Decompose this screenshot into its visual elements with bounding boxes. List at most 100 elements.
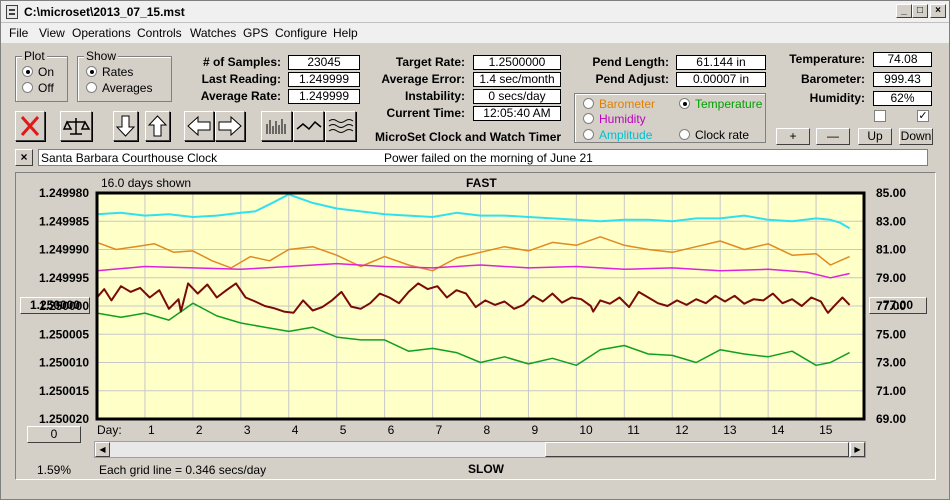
radio-indicator	[583, 98, 594, 109]
show-aux-checkbox[interactable]: ✓	[917, 110, 929, 122]
instability-label: Instability:	[404, 89, 465, 103]
scale-up-button[interactable]: Up	[858, 128, 892, 145]
menu-gps[interactable]: GPS	[243, 26, 269, 40]
scroll-right-arrow-icon[interactable]: ▶	[850, 442, 865, 457]
temperature-field: 74.08	[873, 52, 932, 67]
aux-humidity-label: Humidity	[599, 112, 646, 126]
aux-barometer-radio[interactable]: Barometer	[583, 97, 655, 111]
clock-name: Santa Barbara Courthouse Clock	[41, 151, 218, 165]
radio-indicator	[583, 113, 594, 124]
days-shown-label: 16.0 days shown	[101, 176, 192, 190]
red-x-icon	[20, 116, 40, 136]
pend-adjust-field: 0.00007 in	[676, 72, 766, 87]
aux-amplitude-radio[interactable]: Amplitude	[583, 128, 652, 142]
samples-field: 23045	[288, 55, 360, 70]
arrow-up-icon	[147, 115, 168, 137]
last-reading-label: Last Reading:	[201, 72, 281, 86]
balance-button[interactable]	[60, 111, 92, 141]
clear-button[interactable]	[15, 111, 45, 141]
pend-length-label: Pend Length:	[592, 55, 669, 69]
auto-scale-checkbox[interactable]	[874, 110, 886, 122]
samples-label: # of Samples:	[202, 55, 281, 69]
offset-button[interactable]: 0	[27, 426, 81, 443]
plot-on-label: On	[38, 65, 55, 79]
radio-indicator	[86, 66, 97, 77]
note-bar[interactable]: Santa Barbara Courthouse Clock Power fai…	[38, 149, 928, 166]
maximize-button[interactable]: □	[912, 4, 928, 18]
show-rates-radio[interactable]: Rates	[86, 65, 133, 79]
radio-indicator	[22, 82, 33, 93]
scale-plus-button[interactable]: +	[776, 128, 810, 145]
barometer-field: 999.43	[873, 72, 932, 87]
scroll-thumb[interactable]	[545, 442, 849, 457]
chart-panel	[15, 172, 936, 480]
scale-down-button[interactable]: Down	[899, 128, 933, 145]
average-error-field: 1.4 sec/month	[473, 72, 561, 87]
arrow-down-icon	[115, 115, 136, 137]
scroll-up-button[interactable]	[145, 111, 170, 141]
menu-controls[interactable]: Controls	[137, 26, 182, 40]
arrow-right-icon	[218, 115, 242, 137]
average-rate-label: Average Rate:	[200, 89, 281, 103]
plot-group-title: Plot	[22, 49, 47, 63]
fast-label: FAST	[466, 176, 497, 190]
marker-rate-button[interactable]: 1.250000	[20, 297, 90, 314]
bars-view-button[interactable]	[261, 111, 292, 141]
instability-field: 0 secs/day	[473, 89, 561, 104]
window-title: C:\microset\2013_07_15.mst	[24, 5, 185, 19]
wave-icon	[296, 120, 322, 131]
temperature-label: Temperature:	[789, 52, 865, 66]
radio-indicator	[22, 66, 33, 77]
aux-clockrate-radio[interactable]: Clock rate	[679, 128, 749, 142]
radio-indicator	[679, 98, 690, 109]
show-group: Show Rates Averages	[77, 49, 172, 102]
slow-label: SLOW	[468, 462, 504, 476]
plot-on-radio[interactable]: On	[22, 65, 54, 79]
plot-group: Plot On Off	[15, 49, 68, 102]
humidity-label: Humidity:	[809, 91, 865, 105]
scroll-left-button[interactable]	[184, 111, 214, 141]
aux-humidity-radio[interactable]: Humidity	[583, 112, 646, 126]
aux-temperature-label: Temperature	[695, 97, 763, 111]
grid-note: Each grid line = 0.346 secs/day	[99, 463, 267, 477]
close-button[interactable]: ×	[930, 4, 946, 18]
show-averages-radio[interactable]: Averages	[86, 81, 152, 95]
target-rate-field[interactable]: 1.2500000	[473, 55, 561, 70]
humidity-field: 62%	[873, 91, 932, 106]
aux-barometer-label: Barometer	[599, 97, 656, 111]
show-group-title: Show	[84, 49, 119, 63]
marker-temp-button[interactable]: 77.00	[869, 297, 927, 314]
line-view-button[interactable]	[293, 111, 324, 141]
show-rates-label: Rates	[102, 65, 134, 79]
current-time-field: 12:05:40 AM	[473, 106, 561, 121]
multi-wave-icon	[328, 119, 354, 133]
menu-watches[interactable]: Watches	[190, 26, 237, 40]
scroll-right-button[interactable]	[215, 111, 245, 141]
target-rate-label: Target Rate:	[395, 55, 465, 69]
aux-temperature-radio[interactable]: Temperature	[679, 97, 762, 111]
scale-minus-button[interactable]: —	[816, 128, 850, 145]
aux-select-group: Barometer Temperature Humidity Amplitude…	[574, 93, 766, 143]
plot-off-radio[interactable]: Off	[22, 81, 54, 95]
pend-length-field[interactable]: 61.144 in	[676, 55, 766, 70]
scroll-down-button[interactable]	[113, 111, 138, 141]
menu-configure[interactable]: Configure	[275, 26, 328, 40]
note-message: Power failed on the morning of June 21	[384, 151, 593, 165]
menu-bar: File View Operations Controls Watches GP…	[1, 23, 949, 43]
menu-operations[interactable]: Operations	[72, 26, 131, 40]
arrow-left-icon	[187, 115, 211, 137]
app-caption: MicroSet Clock and Watch Timer	[375, 130, 562, 144]
note-close-button[interactable]: ×	[15, 149, 33, 166]
last-reading-field: 1.249999	[288, 72, 360, 87]
radio-indicator	[583, 129, 594, 140]
scroll-left-arrow-icon[interactable]: ◀	[95, 442, 110, 457]
menu-view[interactable]: View	[39, 26, 65, 40]
minimize-button[interactable]: _	[896, 4, 912, 18]
menu-help[interactable]: Help	[333, 26, 358, 40]
menu-file[interactable]: File	[9, 26, 29, 40]
multi-line-view-button[interactable]	[325, 111, 356, 141]
horizontal-scrollbar[interactable]: ◀ ▶	[94, 441, 866, 458]
pend-adjust-label: Pend Adjust:	[595, 72, 669, 86]
title-bar: C:\microset\2013_07_15.mst _ □ ×	[1, 1, 949, 23]
radio-indicator	[86, 82, 97, 93]
